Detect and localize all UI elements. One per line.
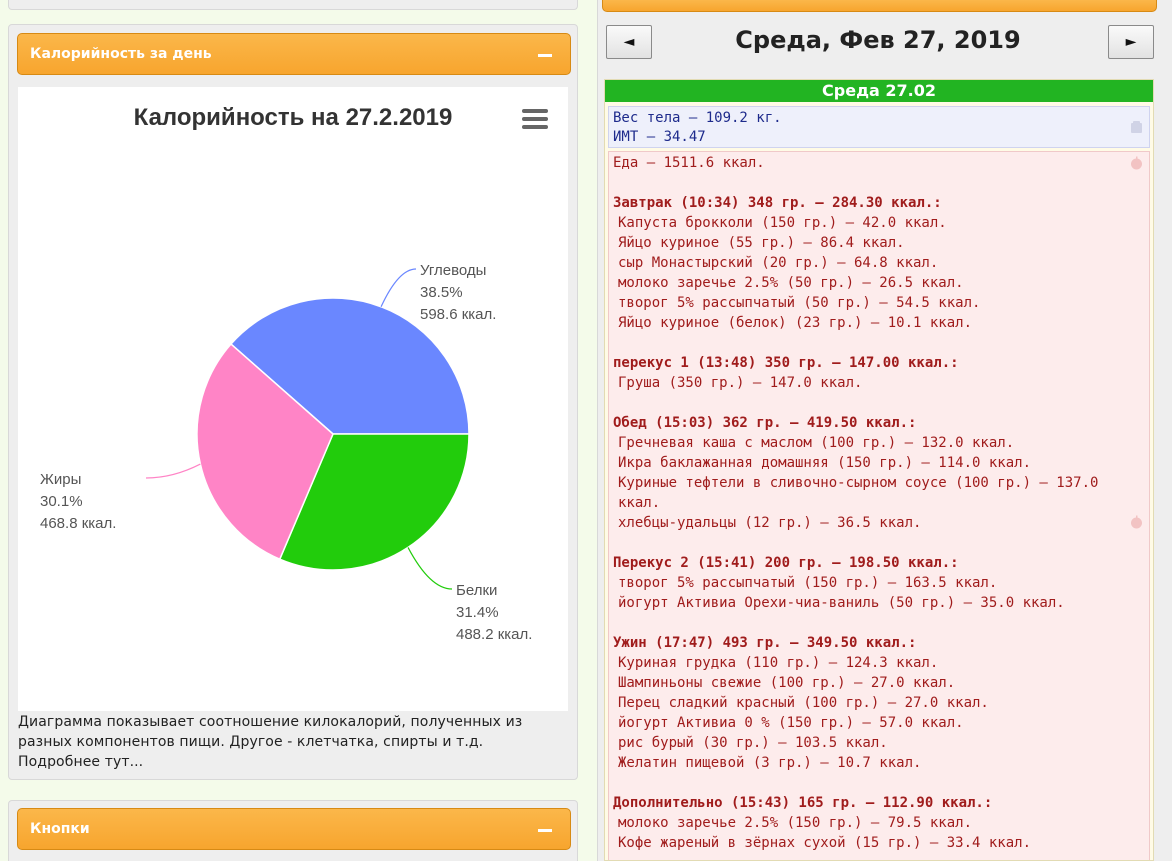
food-item[interactable]: Шампиньоны свежие (100 гр.) — 27.0 ккал.	[618, 675, 956, 691]
collapse-icon[interactable]	[538, 54, 552, 57]
food-item[interactable]: Куриные тефтели в сливочно-сырном соусе …	[618, 475, 1099, 511]
food-item[interactable]: молоко заречье 2.5% (150 гр.) — 79.5 кка…	[618, 815, 973, 831]
food-item[interactable]: Кофе жареный в зёрнах сухой (15 гр.) — 3…	[618, 835, 1032, 851]
calorie-chart: Калорийность на 27.2.2019 Углеводы 38.5% 5…	[18, 87, 568, 711]
chart-menu-icon[interactable]	[522, 109, 548, 133]
pie-slice[interactable]	[229, 297, 470, 435]
buttons-panel-title: Кнопки	[30, 821, 90, 837]
food-item[interactable]: творог 5% рассыпчатый (50 гр.) — 54.5 кк…	[618, 295, 981, 311]
slice-label-percent: 31.4%	[456, 604, 499, 621]
meal-spacer	[613, 393, 1145, 413]
collapse-icon[interactable]	[538, 829, 552, 832]
caption-line: разных компонентов пищи. Другое - клетча…	[18, 734, 484, 750]
food-item[interactable]: Гречневая каша с маслом (100 гр.) — 132.…	[618, 435, 1015, 451]
food-item[interactable]: Желатин пищевой (3 гр.) — 10.7 ккал.	[618, 755, 922, 771]
food-item[interactable]: хлебцы-удальцы (12 гр.) — 36.5 ккал.	[618, 515, 922, 531]
apple-icon[interactable]	[1130, 515, 1143, 529]
meal-title[interactable]: Ужин (17:47) 493 гр. — 349.50 ккал.:	[613, 635, 917, 651]
chart-title: Калорийность на 27.2.2019	[134, 104, 453, 131]
buttons-panel: Кнопки	[8, 800, 578, 861]
chart-caption: Диаграмма показывает соотношение килокал…	[18, 712, 568, 772]
food-item[interactable]: Яйцо куриное (55 гр.) — 86.4 ккал.	[618, 235, 905, 251]
meal-list: Завтрак (10:34) 348 гр. — 284.30 ккал.: К…	[613, 173, 1145, 853]
food-item[interactable]: молоко заречье 2.5% (50 гр.) — 26.5 ккал…	[618, 275, 964, 291]
caption-line: Диаграмма показывает соотношение килокал…	[18, 714, 523, 730]
meal-title[interactable]: Перекус 2 (15:41) 200 гр. — 198.50 ккал.…	[613, 555, 959, 571]
meal-spacer	[613, 773, 1145, 793]
meal-title[interactable]: Дополнительно (15:43) 165 гр. — 112.90 к…	[613, 795, 993, 811]
weight-block[interactable]: Вес тела — 109.2 кг. ИМТ — 34.47	[608, 106, 1150, 148]
food-item[interactable]: Икра баклажанная домашняя (150 гр.) — 11…	[618, 455, 1032, 471]
diary-column: ◄ Среда, Фев 27, 2019 ► Среда 27.02 Вес …	[597, 0, 1172, 861]
food-item[interactable]: рис бурый (30 гр.) — 103.5 ккал.	[618, 735, 888, 751]
scale-icon[interactable]	[1130, 120, 1143, 134]
meal-spacer	[613, 333, 1145, 353]
day-header[interactable]: Среда 27.02	[605, 80, 1153, 102]
slice-label-name: Жиры	[40, 471, 81, 488]
left-column: Калорийность за день Калорийность на 27.…	[8, 0, 578, 861]
diary-top-bar	[602, 0, 1157, 12]
slice-label-value: 488.2 ккал.	[456, 626, 532, 643]
pie-connector	[380, 268, 417, 308]
food-item[interactable]: Яйцо куриное (белок) (23 гр.) — 10.1 кка…	[618, 315, 973, 331]
food-item[interactable]: творог 5% рассыпчатый (150 гр.) — 163.5 …	[618, 575, 998, 591]
pie-connector	[407, 547, 453, 590]
pie-connector	[145, 463, 201, 479]
body-weight: Вес тела — 109.2 кг.	[613, 110, 782, 126]
slice-label-value: 598.6 ккал.	[420, 306, 496, 323]
apple-icon[interactable]	[1130, 156, 1143, 170]
meal-title[interactable]: Завтрак (10:34) 348 гр. — 284.30 ккал.:	[613, 195, 942, 211]
food-item[interactable]: Капуста брокколи (150 гр.) — 42.0 ккал.	[618, 215, 947, 231]
slice-label-name: Углеводы	[420, 262, 486, 279]
next-day-button[interactable]: ►	[1108, 25, 1154, 59]
food-item[interactable]: Куриная грудка (110 гр.) — 124.3 ккал.	[618, 655, 939, 671]
calorie-panel-title: Калорийность за день	[30, 46, 212, 62]
meal-spacer	[613, 533, 1145, 553]
date-title: Среда, Фев 27, 2019	[735, 26, 1021, 54]
food-item[interactable]: йогурт Активиа Орехи-чиа-ваниль (50 гр.)…	[618, 595, 1065, 611]
prev-day-button[interactable]: ◄	[606, 25, 652, 59]
buttons-panel-header[interactable]: Кнопки	[17, 808, 571, 850]
slice-label-percent: 30.1%	[40, 493, 83, 510]
slice-label-value: 468.8 ккал.	[40, 515, 116, 532]
slice-label-percent: 38.5%	[420, 284, 463, 301]
food-item[interactable]: йогурт Активиа 0 % (150 гр.) — 57.0 ккал…	[618, 715, 964, 731]
slice-label-name: Белки	[456, 582, 497, 599]
meal-spacer	[613, 173, 1145, 193]
pie-chart: Калорийность на 27.2.2019 Углеводы 38.5% 5…	[40, 104, 532, 643]
calorie-panel-header[interactable]: Калорийность за день	[17, 33, 571, 75]
bmi-value: ИМТ — 34.47	[613, 129, 706, 145]
meal-title[interactable]: перекус 1 (13:48) 350 гр. — 147.00 ккал.…	[613, 355, 959, 371]
food-item[interactable]: Перец сладкий красный (100 гр.) — 27.0 к…	[618, 695, 989, 711]
pie-slice[interactable]	[196, 343, 334, 561]
food-item[interactable]: сыр Монастырский (20 гр.) — 64.8 ккал.	[618, 255, 939, 271]
food-item[interactable]: Груша (350 гр.) — 147.0 ккал.	[618, 375, 863, 391]
caption-more-link[interactable]: Подробнее тут...	[18, 754, 144, 770]
day-entry: Среда 27.02 Вес тела — 109.2 кг. ИМТ — 3…	[604, 79, 1154, 861]
meal-spacer	[613, 613, 1145, 633]
food-block[interactable]: Еда — 1511.6 ккал. Завтрак (10:34) 348 г…	[608, 151, 1150, 860]
meal-title[interactable]: Обед (15:03) 362 гр. — 419.50 ккал.:	[613, 415, 917, 431]
previous-panel-bottom	[8, 0, 578, 10]
food-total: Еда — 1511.6 ккал.	[613, 155, 765, 171]
